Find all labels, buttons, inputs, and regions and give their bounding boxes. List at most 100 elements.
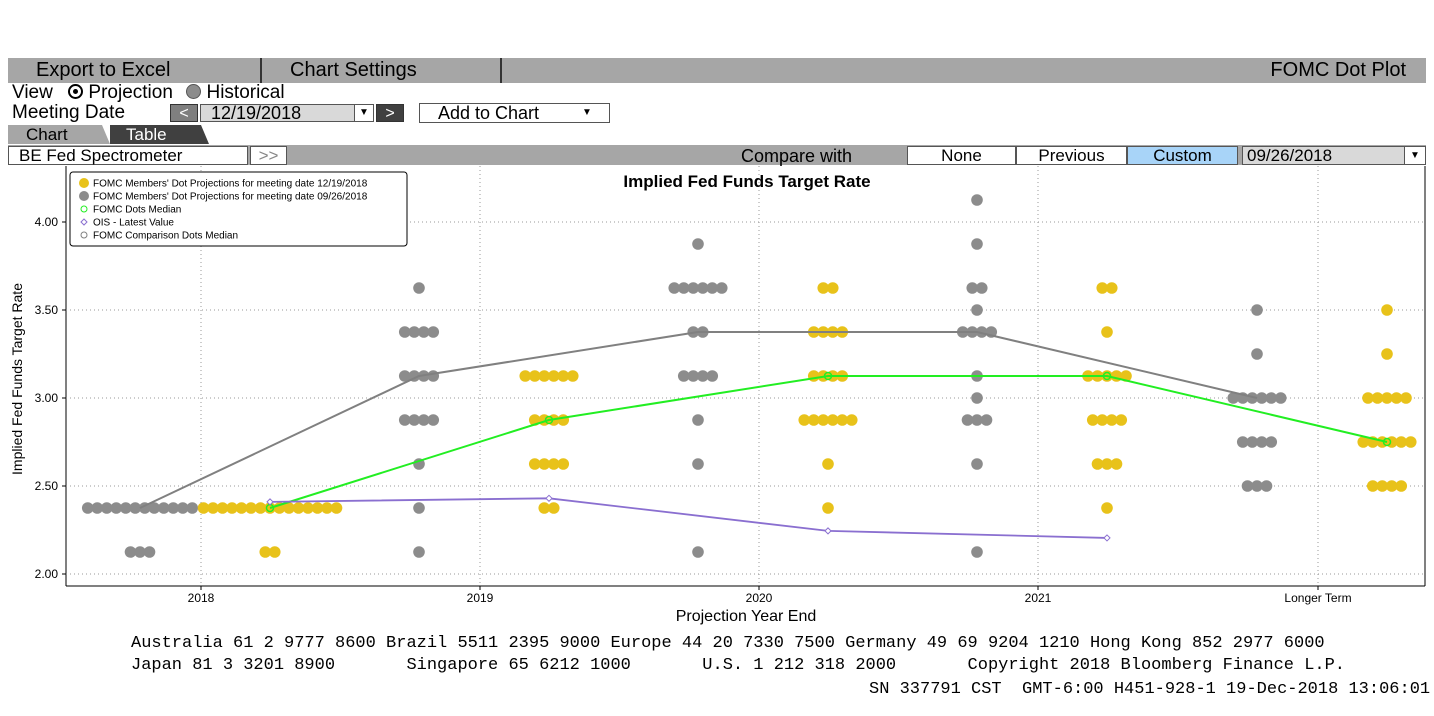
comparison-dot — [157, 502, 170, 514]
legend-marker — [79, 191, 89, 201]
tab-table[interactable]: Table — [126, 125, 167, 144]
comparison-dot — [413, 546, 425, 558]
compare-previous-button[interactable]: Previous — [1016, 146, 1127, 165]
historical-radio-icon[interactable] — [186, 84, 202, 99]
current-dot — [1357, 436, 1370, 448]
source-field[interactable]: BE Fed Spectrometer — [8, 146, 248, 165]
comparison-dot — [975, 326, 988, 338]
comparison-dot — [961, 414, 974, 426]
chevron-down-icon[interactable]: ▼ — [354, 105, 373, 121]
y-tick-label: 4.00 — [35, 215, 59, 229]
current-dot — [1390, 392, 1403, 404]
current-dot — [268, 546, 281, 558]
comparison-dot — [129, 502, 142, 514]
comparison-dot — [398, 414, 411, 426]
current-dot — [321, 502, 333, 514]
current-dot — [1404, 436, 1417, 448]
comparison-dot — [692, 238, 704, 250]
comparison-dot — [696, 370, 709, 382]
current-dot — [216, 502, 229, 514]
comparison-dot — [971, 304, 983, 316]
ois-point — [1103, 534, 1111, 542]
comparison-dot — [692, 546, 704, 558]
current-dot — [547, 458, 560, 470]
top-toolbar: Export to Excel Chart Settings FOMC Dot … — [8, 58, 1426, 83]
compare-custom-button[interactable]: Custom — [1127, 146, 1238, 165]
current-dot — [1105, 414, 1118, 426]
compare-date-value: 09/26/2018 — [1247, 146, 1333, 165]
comparison-dot — [408, 414, 421, 426]
current-dot — [1105, 282, 1118, 294]
current-dot — [330, 502, 343, 514]
current-dot — [519, 370, 532, 382]
compare-none-button[interactable]: None — [907, 146, 1016, 165]
legend-box — [69, 171, 408, 247]
compare-date-field[interactable]: 09/26/2018 ▼ — [1242, 146, 1426, 165]
current-dot — [1371, 392, 1384, 404]
current-dot — [1096, 282, 1109, 294]
ois-line — [269, 497, 1108, 539]
current-dot — [528, 370, 541, 382]
y-tick-label: 3.00 — [35, 391, 59, 405]
tab-chart[interactable]: Chart — [26, 125, 68, 144]
projection-label[interactable]: Projection — [88, 82, 173, 103]
add-to-chart-dropdown[interactable]: Add to Chart ▼ — [419, 103, 610, 123]
footer-contacts-line2: Japan 81 3 3201 8900 Singapore 65 6212 1… — [131, 656, 1345, 675]
comparison-dot — [167, 502, 180, 514]
view-label: View — [12, 82, 53, 103]
current-dot — [292, 502, 305, 514]
current-dot — [807, 414, 820, 426]
comparison-dot — [1246, 436, 1259, 448]
ois-point — [266, 498, 274, 506]
comparison-dot — [668, 282, 681, 294]
chevron-down-icon[interactable]: ▼ — [1404, 147, 1425, 164]
tab-table-shape[interactable] — [110, 125, 209, 144]
meeting-date-label: Meeting Date — [12, 102, 126, 123]
current-dot — [1395, 436, 1408, 448]
meeting-date-field[interactable]: 12/19/2018 ▼ — [200, 104, 374, 122]
x-tick-label: 2020 — [746, 591, 773, 605]
comparison-dot — [81, 502, 94, 514]
median-line — [269, 375, 1388, 509]
comparison-dot — [971, 238, 983, 250]
current-dot — [1096, 414, 1109, 426]
more-button[interactable]: >> — [250, 146, 287, 165]
comparison-dot — [134, 546, 146, 558]
comparison-dot — [398, 326, 411, 338]
comparison-dot — [413, 282, 425, 294]
historical-label[interactable]: Historical — [206, 82, 285, 103]
chart-settings-button[interactable]: Chart Settings — [262, 58, 502, 83]
legend-marker — [80, 205, 88, 213]
projection-radio-icon[interactable] — [68, 84, 84, 99]
tab-chart-shape[interactable] — [8, 125, 110, 144]
comparison-dot — [1251, 348, 1263, 360]
comparison-dot — [971, 414, 983, 426]
current-dot — [283, 502, 295, 514]
current-dot — [1101, 326, 1113, 338]
current-dot — [817, 282, 830, 294]
export-to-excel-button[interactable]: Export to Excel — [8, 58, 262, 83]
next-date-button[interactable]: > — [376, 104, 404, 122]
comparison-dot — [398, 370, 411, 382]
comparison-dot — [975, 282, 988, 294]
comparison-dot — [980, 414, 993, 426]
meeting-date-value: 12/19/2018 — [211, 103, 302, 123]
comparison-dot — [124, 546, 137, 558]
current-dot — [1395, 480, 1408, 492]
comparison-dot — [692, 414, 704, 426]
current-dot — [836, 414, 849, 426]
current-dot — [817, 414, 830, 426]
current-dot — [798, 414, 811, 426]
comparison-dot — [176, 502, 189, 514]
current-dot — [259, 546, 272, 558]
legend-entry: FOMC Members' Dot Projections for meetin… — [93, 192, 368, 203]
y-tick-label: 3.50 — [35, 303, 59, 317]
comparison-dot — [715, 282, 728, 294]
current-dot — [1110, 458, 1123, 470]
median-point — [544, 415, 554, 425]
comparison-dot — [706, 282, 719, 294]
legend-entry: FOMC Members' Dot Projections for meetin… — [93, 179, 368, 190]
comparison-dot — [1227, 392, 1240, 404]
prev-date-button[interactable]: < — [170, 104, 198, 122]
comparison-dot — [677, 282, 690, 294]
